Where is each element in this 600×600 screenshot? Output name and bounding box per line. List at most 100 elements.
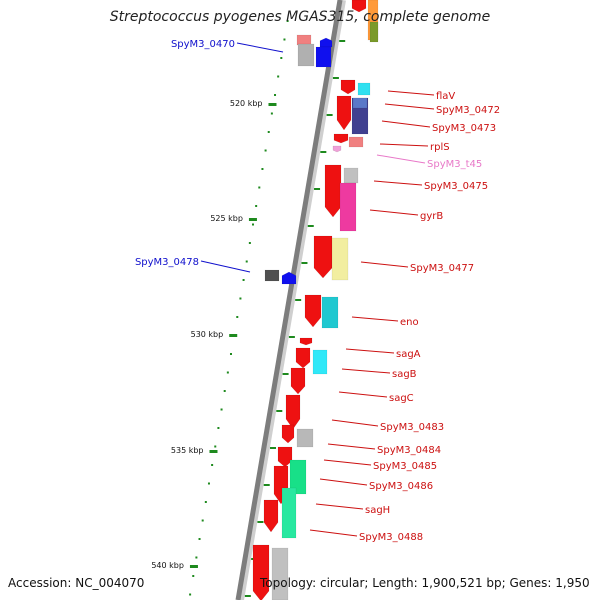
gene-label-leader <box>327 443 376 450</box>
kbp-tick-label: 535 kbp <box>171 446 204 455</box>
tick-mark <box>244 595 251 597</box>
tick-dot <box>258 186 261 189</box>
tick-dot <box>236 316 239 318</box>
gene-label-leader <box>200 260 251 273</box>
gene-label: SpyM3_0483 <box>380 422 444 433</box>
kbp-tick-dash <box>189 565 198 568</box>
tick-dot <box>217 427 220 429</box>
kbp-tick-label: 520 kbp <box>230 99 263 108</box>
gene-arrow <box>340 79 356 95</box>
gene-feature <box>357 82 371 96</box>
tick-dot <box>207 482 210 485</box>
gene-arrow <box>332 145 342 153</box>
gene-label: sagH <box>365 505 390 516</box>
gene-arrow <box>313 235 333 279</box>
tick-mark <box>307 225 314 227</box>
gene-arrow <box>304 294 322 328</box>
accession-text: Accession: NC_004070 <box>8 576 145 590</box>
tick-dot <box>267 131 270 133</box>
tick-dot <box>277 75 280 78</box>
gene-label: SpyM3_0486 <box>369 481 433 492</box>
gene-label-leader <box>379 143 429 147</box>
gene-label-leader <box>384 103 435 110</box>
gene-label-leader <box>360 261 409 268</box>
gene-feature <box>343 167 359 184</box>
gene-label: SpyM3_0488 <box>359 532 423 543</box>
kbp-tick-dash <box>248 218 257 221</box>
tick-dot <box>211 464 214 466</box>
gene-feature <box>296 34 312 46</box>
gene-label-leader <box>323 459 372 466</box>
gene-label: SpyM3_0470 <box>171 39 235 50</box>
gene-label-leader <box>236 42 284 53</box>
tick-mark <box>288 336 295 338</box>
tick-dot <box>274 94 277 96</box>
tick-dot <box>229 353 232 355</box>
gene-label-leader <box>315 503 364 510</box>
tick-dot <box>223 390 226 392</box>
gene-arrow <box>324 164 342 218</box>
gene-arrow <box>277 446 293 468</box>
tick-mark <box>257 521 264 523</box>
map-title: Streptococcus pyogenes MGAS315, complete… <box>109 9 491 25</box>
kbp-tick-label: 525 kbp <box>210 214 243 223</box>
gene-label: sagC <box>389 393 414 404</box>
tick-dot <box>220 408 223 411</box>
gene-label-leader <box>338 391 388 398</box>
gene-label: SpyM3_0477 <box>410 263 474 274</box>
gene-arrow <box>333 133 349 144</box>
tick-dot <box>283 38 286 41</box>
tick-dot <box>226 371 229 374</box>
tick-dot <box>245 260 248 263</box>
tick-dot <box>198 538 201 540</box>
tick-mark <box>270 447 277 449</box>
gene-feature <box>296 428 314 448</box>
gene-arrow <box>281 424 295 444</box>
tick-dot <box>264 149 267 152</box>
tick-mark <box>301 262 308 264</box>
gene-feature <box>331 237 349 281</box>
tick-dot <box>248 242 251 244</box>
gene-feature <box>369 21 379 43</box>
tick-dot <box>270 112 273 115</box>
gene-arrow <box>252 544 270 600</box>
gene-feature <box>297 43 315 67</box>
tick-dot <box>204 501 207 503</box>
gene-arrow <box>263 499 279 533</box>
gene-label: sagB <box>392 369 417 380</box>
gene-arrow <box>336 95 352 131</box>
tick-dot <box>280 57 283 59</box>
tick-mark <box>295 299 302 301</box>
gene-feature <box>315 46 332 68</box>
gene-label-leader <box>387 90 435 96</box>
gene-label-leader <box>376 154 426 164</box>
gene-feature <box>352 97 368 109</box>
gene-label-leader <box>351 316 399 322</box>
tick-dot <box>261 168 264 170</box>
tick-mark <box>263 484 270 486</box>
gene-arrow <box>319 37 333 48</box>
tick-dot <box>214 445 217 448</box>
kbp-tick-dash <box>229 334 238 337</box>
gene-arrow <box>285 394 301 430</box>
tick-dot <box>192 575 195 577</box>
gene-label-leader <box>373 180 423 186</box>
gene-label: gyrB <box>420 211 443 222</box>
gene-label: SpyM3_t45 <box>427 159 482 170</box>
kbp-tick-label: 540 kbp <box>151 561 184 570</box>
tick-mark <box>276 410 283 412</box>
tick-dot <box>195 556 198 559</box>
gene-label: rplS <box>430 142 450 153</box>
tick-mark <box>332 77 339 79</box>
gene-label: SpyM3_0485 <box>373 461 437 472</box>
tick-mark <box>326 114 333 116</box>
gene-label: flaV <box>436 91 455 102</box>
gene-feature <box>321 296 339 329</box>
tick-dot <box>242 279 245 281</box>
tick-dot <box>189 593 192 596</box>
gene-feature <box>339 182 357 232</box>
gene-arrow <box>351 0 367 13</box>
gene-label: SpyM3_0473 <box>432 123 496 134</box>
